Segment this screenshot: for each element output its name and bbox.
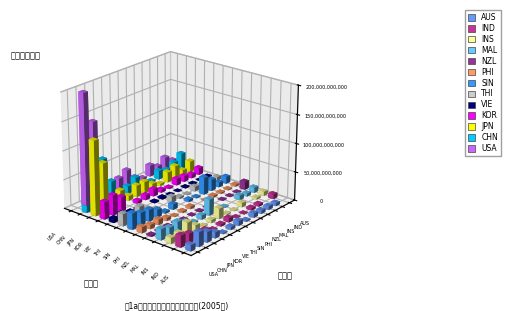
Text: 図1a。輸出側報告による総賿易額(2005年): 図1a。輸出側報告による総賿易額(2005年) <box>125 301 229 310</box>
Y-axis label: 輸出国: 輸出国 <box>278 271 292 280</box>
Legend: AUS, IND, INS, MAL, NZL, PHI, SIN, THI, VIE, KOR, JPN, CHN, USA: AUS, IND, INS, MAL, NZL, PHI, SIN, THI, … <box>465 10 501 156</box>
X-axis label: 輸入国: 輸入国 <box>84 279 98 288</box>
Text: 費易額（＄）: 費易額（＄） <box>10 52 40 60</box>
